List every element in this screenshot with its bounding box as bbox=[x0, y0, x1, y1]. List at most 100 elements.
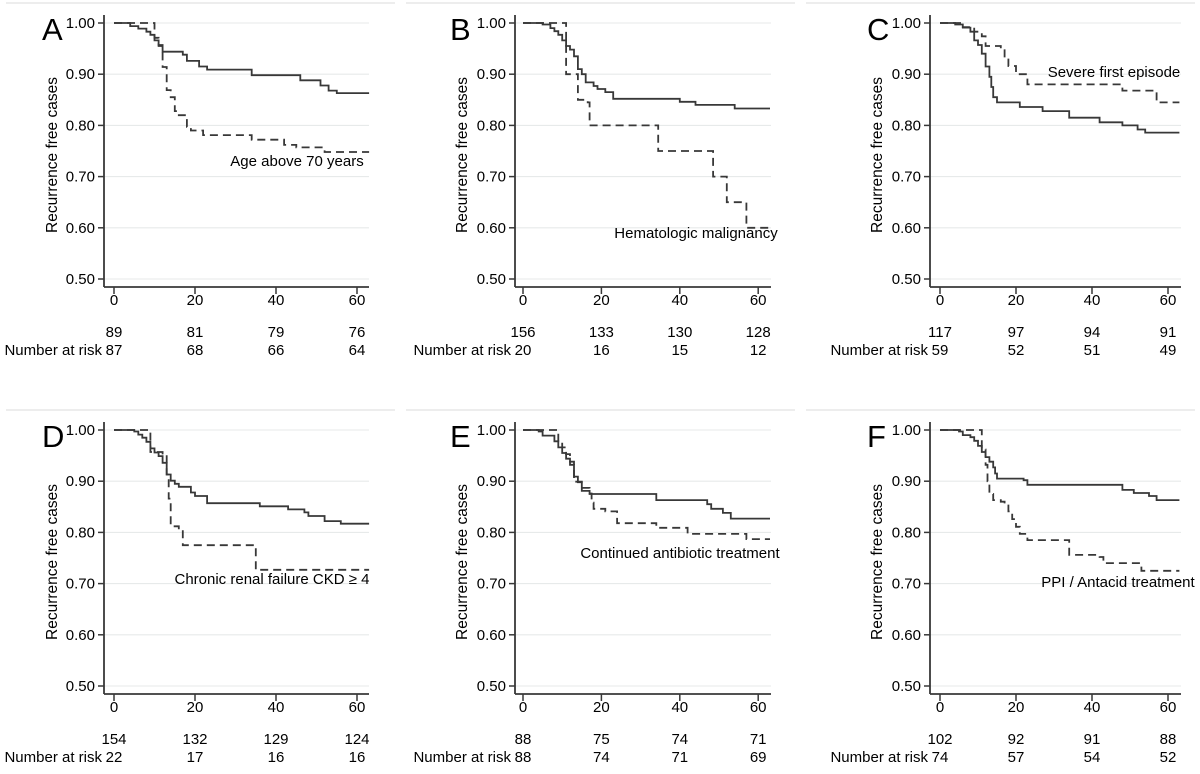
y-tick-label: 0.50 bbox=[892, 271, 921, 288]
y-tick-label: 0.90 bbox=[477, 473, 506, 490]
y-tick-label: 0.60 bbox=[66, 627, 95, 644]
y-tick-label: 0.90 bbox=[66, 473, 95, 490]
x-tick-label: 60 bbox=[1160, 292, 1177, 309]
risk-count: 129 bbox=[263, 731, 288, 748]
x-tick-label: 40 bbox=[268, 699, 285, 716]
x-tick-label: 40 bbox=[268, 292, 285, 309]
y-tick-label: 1.00 bbox=[477, 422, 506, 439]
x-tick-label: 60 bbox=[750, 699, 767, 716]
survival-curve-solid bbox=[523, 429, 770, 520]
risk-count: 52 bbox=[1008, 342, 1025, 359]
y-axis-label: Recurrence free cases bbox=[44, 77, 61, 233]
y-tick-label: 0.70 bbox=[892, 169, 921, 186]
risk-count: 91 bbox=[1160, 324, 1177, 341]
y-tick-label: 0.70 bbox=[477, 576, 506, 593]
group-label: Continued antibiotic treatment bbox=[580, 545, 780, 562]
group-label: Hematologic malignancy bbox=[614, 225, 778, 242]
y-tick-label: 0.80 bbox=[66, 524, 95, 541]
risk-count: 22 bbox=[106, 749, 123, 766]
x-tick-label: 60 bbox=[750, 292, 767, 309]
risk-count: 76 bbox=[349, 324, 366, 341]
survival-curve-solid bbox=[114, 429, 370, 525]
y-axis-label: Recurrence free cases bbox=[454, 484, 471, 640]
y-tick-label: 1.00 bbox=[66, 422, 95, 439]
x-tick-label: 40 bbox=[1084, 292, 1101, 309]
risk-count: 130 bbox=[667, 324, 692, 341]
number-at-risk-label: Number at risk bbox=[413, 749, 511, 766]
y-axis-label: Recurrence free cases bbox=[869, 484, 886, 640]
y-tick-label: 0.70 bbox=[477, 169, 506, 186]
risk-count: 49 bbox=[1160, 342, 1177, 359]
risk-count: 94 bbox=[1084, 324, 1101, 341]
risk-count: 154 bbox=[101, 731, 126, 748]
risk-count: 124 bbox=[344, 731, 369, 748]
y-tick-label: 0.90 bbox=[66, 66, 95, 83]
y-tick-label: 0.70 bbox=[66, 169, 95, 186]
risk-count: 88 bbox=[515, 749, 532, 766]
y-tick-label: 0.60 bbox=[892, 627, 921, 644]
group-label: Age above 70 years bbox=[230, 153, 363, 170]
risk-count: 71 bbox=[750, 731, 767, 748]
y-tick-label: 0.70 bbox=[892, 576, 921, 593]
survival-curve-solid bbox=[523, 22, 770, 110]
y-axis-label: Recurrence free cases bbox=[44, 484, 61, 640]
number-at-risk-label: Number at risk bbox=[4, 342, 102, 359]
y-tick-label: 0.80 bbox=[477, 117, 506, 134]
risk-count: 15 bbox=[671, 342, 688, 359]
x-tick-label: 60 bbox=[349, 699, 366, 716]
x-tick-label: 60 bbox=[349, 292, 366, 309]
y-tick-label: 0.50 bbox=[477, 271, 506, 288]
panel-letter: D bbox=[42, 419, 64, 454]
risk-count: 132 bbox=[182, 731, 207, 748]
x-tick-label: 20 bbox=[1008, 699, 1025, 716]
y-tick-label: 0.90 bbox=[892, 66, 921, 83]
y-tick-label: 0.50 bbox=[66, 271, 95, 288]
x-tick-label: 0 bbox=[110, 292, 118, 309]
panel-e: 0.50 0.60 0.70 0.80 0.90 1.00 0 20 40 60 Recurrenc… bbox=[406, 409, 795, 766]
y-tick-label: 0.90 bbox=[477, 66, 506, 83]
survival-curve-solid bbox=[940, 22, 1180, 134]
y-tick-label: 0.90 bbox=[892, 473, 921, 490]
risk-count: 128 bbox=[746, 324, 771, 341]
number-at-risk-label: Number at risk bbox=[830, 342, 928, 359]
risk-count: 66 bbox=[268, 342, 285, 359]
y-tick-label: 0.60 bbox=[477, 627, 506, 644]
survival-curve-dashed bbox=[114, 22, 370, 153]
y-tick-label: 1.00 bbox=[892, 15, 921, 32]
group-label: PPI / Antacid treatment bbox=[1041, 574, 1195, 591]
panel-letter: A bbox=[42, 12, 63, 47]
risk-count: 87 bbox=[106, 342, 123, 359]
risk-count: 91 bbox=[1084, 731, 1101, 748]
panel-d: 0.50 0.60 0.70 0.80 0.90 1.00 0 20 40 60 Recurrenc… bbox=[4, 409, 395, 766]
risk-count: 88 bbox=[515, 731, 532, 748]
survival-curve-dashed bbox=[940, 22, 1180, 104]
risk-count: 57 bbox=[1008, 749, 1025, 766]
risk-count: 75 bbox=[593, 731, 610, 748]
risk-count: 74 bbox=[671, 731, 688, 748]
panel-letter: E bbox=[450, 419, 471, 454]
y-tick-label: 0.50 bbox=[66, 678, 95, 695]
x-tick-label: 40 bbox=[671, 699, 688, 716]
x-tick-label: 0 bbox=[519, 292, 527, 309]
risk-count: 69 bbox=[750, 749, 767, 766]
y-tick-label: 0.80 bbox=[66, 117, 95, 134]
x-tick-label: 0 bbox=[936, 699, 944, 716]
panel-c: 0.50 0.60 0.70 0.80 0.90 1.00 0 20 40 60 Recurrenc… bbox=[806, 2, 1195, 359]
risk-count: 89 bbox=[106, 324, 123, 341]
y-tick-label: 0.80 bbox=[477, 524, 506, 541]
risk-count: 20 bbox=[515, 342, 532, 359]
y-tick-label: 0.80 bbox=[892, 117, 921, 134]
risk-count: 68 bbox=[187, 342, 204, 359]
x-tick-label: 0 bbox=[519, 699, 527, 716]
x-tick-label: 60 bbox=[1160, 699, 1177, 716]
x-tick-label: 40 bbox=[671, 292, 688, 309]
risk-count: 12 bbox=[750, 342, 767, 359]
x-tick-label: 0 bbox=[936, 292, 944, 309]
y-tick-label: 1.00 bbox=[892, 422, 921, 439]
risk-count: 92 bbox=[1008, 731, 1025, 748]
y-tick-label: 1.00 bbox=[66, 15, 95, 32]
x-tick-label: 20 bbox=[1008, 292, 1025, 309]
survival-curve-dashed bbox=[114, 429, 370, 571]
survival-curve-dashed bbox=[940, 429, 1180, 572]
